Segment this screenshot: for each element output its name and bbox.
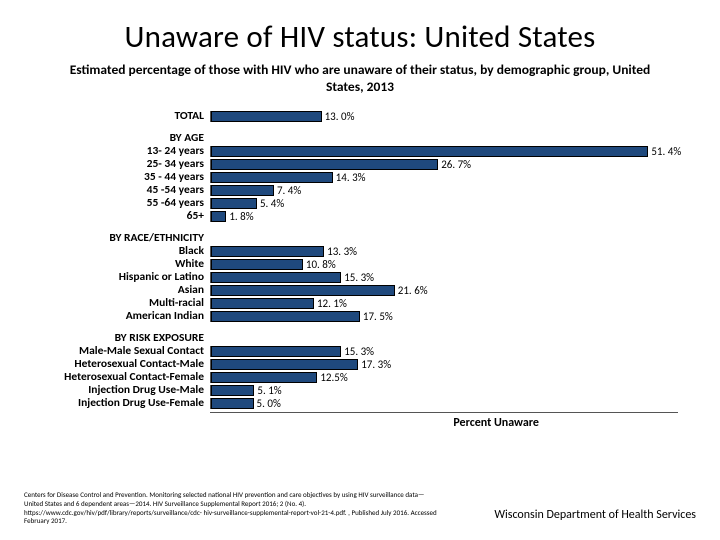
row-label: 25- 34 years: [30, 158, 210, 171]
bar-value: 7. 4%: [277, 184, 301, 197]
bar-value: 10. 8%: [306, 258, 336, 271]
bar-value: 5. 0%: [257, 397, 281, 410]
group-header: BY AGE: [30, 131, 210, 145]
footer-right: Wisconsin Department of Health Services: [494, 508, 696, 522]
bar-value: 13. 0%: [325, 110, 355, 123]
bar: [211, 111, 322, 122]
row-label: American Indian: [30, 310, 210, 323]
bar-value: 1. 8%: [229, 210, 253, 223]
row-label: Heterosexual Contact-Male: [30, 358, 210, 371]
bar-chart: TOTAL 13. 0% BY AGE13- 24 years 51. 4% 25- 3…: [30, 110, 690, 450]
bar-value: 51. 4%: [651, 145, 681, 158]
bar: [211, 259, 303, 270]
bar: [211, 159, 438, 170]
bar-value: 12. 1%: [317, 297, 347, 310]
row-label: White: [30, 258, 210, 271]
bar: [211, 185, 274, 196]
row-label: Heterosexual Contact-Female: [30, 371, 210, 384]
row-label: 55 -64 years: [30, 197, 210, 210]
bar-value: 12.5%: [320, 371, 347, 384]
row-label: 13- 24 years: [30, 145, 210, 158]
bar-value: 21. 6%: [398, 284, 428, 297]
bar: [211, 311, 360, 322]
bar: [211, 398, 254, 409]
bar-value: 13. 3%: [327, 245, 357, 258]
bar: [211, 372, 317, 383]
x-axis-label: Percent Unaware: [453, 416, 539, 430]
row-label: Injection Drug Use-Male: [30, 384, 210, 397]
x-axis: [210, 412, 678, 413]
row-label: Asian: [30, 284, 210, 297]
bar: [211, 211, 226, 222]
bar: [211, 146, 648, 157]
row-label: Injection Drug Use-Female: [30, 397, 210, 410]
row-label: Multi-racial: [30, 297, 210, 310]
row-label: 65+: [30, 210, 210, 223]
bar: [211, 385, 254, 396]
row-label: 35 - 44 years: [30, 171, 210, 184]
bar-value: 5. 1%: [257, 384, 281, 397]
bar-value: 14. 3%: [336, 171, 366, 184]
row-label: TOTAL: [30, 110, 210, 123]
bar-value: 17. 5%: [363, 310, 393, 323]
bar: [211, 346, 341, 357]
group-header: BY RACE/ETHNICITY: [30, 231, 210, 245]
bar: [211, 246, 324, 257]
bar: [211, 272, 341, 283]
bar: [211, 198, 257, 209]
group-header: BY RISK EXPOSURE: [30, 331, 210, 345]
row-label: 45 -54 years: [30, 184, 210, 197]
bar: [211, 359, 358, 370]
bar: [211, 285, 395, 296]
page-title: Unaware of HIV status: United States: [0, 0, 720, 60]
bar: [211, 172, 333, 183]
bar-value: 15. 3%: [344, 271, 374, 284]
bar: [211, 298, 314, 309]
row-label: Male-Male Sexual Contact: [30, 345, 210, 358]
row-label: Hispanic or Latino: [30, 271, 210, 284]
bar-value: 26. 7%: [441, 158, 471, 171]
citation-text: Centers for Disease Control and Preventi…: [24, 491, 444, 526]
bar-value: 5. 4%: [260, 197, 284, 210]
row-label: Black: [30, 245, 210, 258]
bar-value: 17. 3%: [361, 358, 391, 371]
chart-subtitle: Estimated percentage of those with HIV w…: [0, 60, 720, 106]
bar-value: 15. 3%: [344, 345, 374, 358]
